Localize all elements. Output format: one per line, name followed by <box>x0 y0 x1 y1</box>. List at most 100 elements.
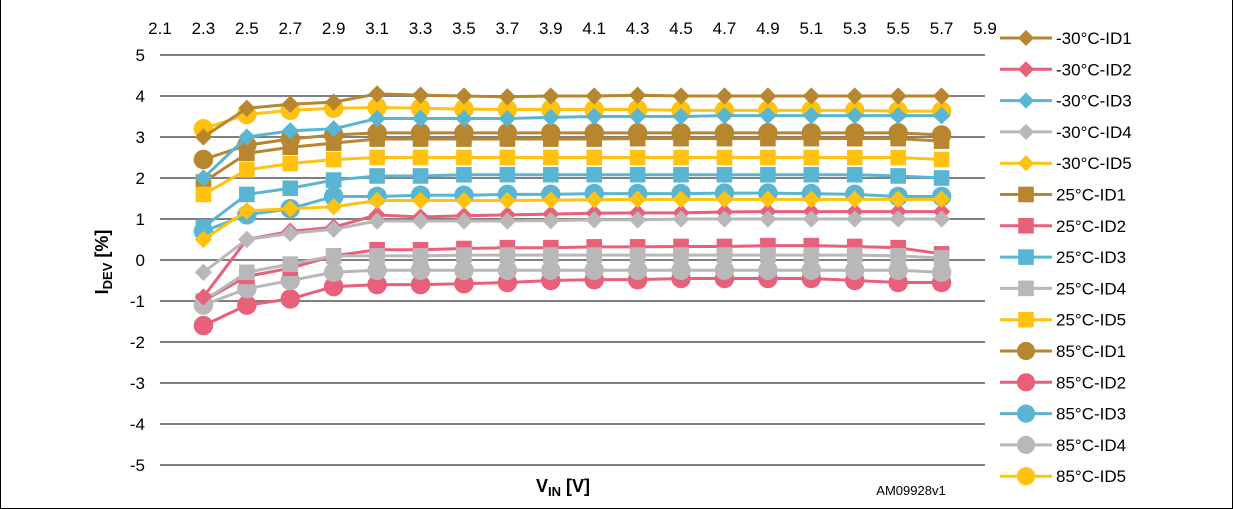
data-point <box>759 87 777 105</box>
y-tick-label: -1 <box>130 292 145 311</box>
x-tick-label: 3.3 <box>409 19 433 38</box>
data-point <box>497 260 518 280</box>
data-point <box>715 87 734 105</box>
data-point <box>239 186 255 203</box>
data-point <box>846 149 863 166</box>
data-point <box>673 166 689 183</box>
x-tick-label: 2.1 <box>148 19 172 38</box>
x-axis-ticks: 2.1 2.3 2.5 2.7 2.9 3.1 3.3 3.5 3.7 3.9 4.1 4.3 4.5 4… <box>148 19 997 38</box>
data-point <box>542 247 559 263</box>
data-point <box>454 274 474 294</box>
data-point <box>195 186 212 203</box>
data-point <box>759 107 777 125</box>
data-point <box>933 151 950 168</box>
x-tick-label: 2.3 <box>192 19 216 38</box>
data-point <box>846 190 864 208</box>
data-point <box>846 247 863 263</box>
legend-label: 25°C-ID5 <box>1056 311 1126 330</box>
x-tick-label: 5.9 <box>973 19 997 38</box>
data-point <box>542 108 560 126</box>
data-point <box>369 168 385 184</box>
data-point <box>671 260 691 280</box>
legend-swatch-marker <box>1016 373 1036 392</box>
legend-label: 85°C-ID2 <box>1056 373 1126 392</box>
data-point <box>759 210 777 228</box>
legend-item: 85°C-ID2 <box>1000 373 1126 392</box>
data-point <box>760 149 776 166</box>
data-point <box>456 247 472 263</box>
x-tick-label: 4.1 <box>582 19 606 38</box>
data-point <box>411 212 430 230</box>
data-point <box>586 149 603 166</box>
x-tick-label: 3.9 <box>539 19 563 38</box>
data-point <box>194 288 213 306</box>
data-point <box>802 210 820 228</box>
legend-swatch-marker <box>1018 280 1034 297</box>
x-tick-label: 2.7 <box>278 19 302 38</box>
data-point <box>454 99 474 119</box>
legend-item: 25°C-ID2 <box>1000 217 1126 236</box>
data-point <box>323 262 344 283</box>
data-point <box>281 95 299 113</box>
data-point <box>628 107 647 126</box>
x-tick-label: 4.5 <box>669 19 693 38</box>
data-point <box>195 219 212 235</box>
data-point <box>585 107 603 126</box>
legend-item: 85°C-ID5 <box>1000 467 1126 486</box>
data-point <box>673 149 689 166</box>
x-tick-label: 3.5 <box>452 19 476 38</box>
data-point <box>499 166 516 183</box>
legend-swatch-marker <box>1016 341 1036 361</box>
x-tick-label: 4.9 <box>756 19 780 38</box>
data-point <box>803 166 820 183</box>
legend-item: -30°C-ID3 <box>1000 92 1132 111</box>
data-point <box>542 191 560 209</box>
data-point <box>367 97 387 118</box>
data-point <box>890 149 906 166</box>
data-point <box>932 190 951 208</box>
data-point <box>716 166 733 183</box>
legend: -30°C-ID1 -30°C-ID2 -30°C-ID3 -30°C-ID4 -30°… <box>1000 29 1132 486</box>
data-point <box>628 211 647 229</box>
data-point <box>627 260 648 280</box>
data-point <box>238 99 256 117</box>
legend-label: -30°C-ID5 <box>1056 154 1132 173</box>
data-point <box>237 295 257 315</box>
series-25°C-ID3 <box>195 166 950 235</box>
data-point <box>889 107 907 125</box>
series-85°C-ID4 <box>193 260 952 315</box>
data-point <box>846 166 863 183</box>
data-point <box>629 166 646 183</box>
data-point <box>541 260 561 280</box>
data-point <box>759 190 777 208</box>
data-point <box>542 87 560 105</box>
x-tick-label: 5.7 <box>930 19 954 38</box>
data-point <box>933 250 950 266</box>
x-tick-label: 3.7 <box>496 19 520 38</box>
data-point <box>888 260 908 280</box>
data-point <box>584 260 604 280</box>
y-tick-label: 3 <box>136 128 145 147</box>
data-point <box>369 131 385 147</box>
data-point <box>456 149 472 166</box>
legend-swatch-marker <box>1017 61 1035 78</box>
data-point <box>282 256 299 272</box>
data-point <box>542 211 560 230</box>
data-point <box>586 166 603 183</box>
data-point <box>932 87 951 105</box>
x-tick-label: 5.5 <box>886 19 910 38</box>
data-point <box>802 190 820 208</box>
data-point <box>673 130 689 147</box>
data-point <box>369 149 385 166</box>
data-point <box>889 190 907 208</box>
data-point <box>455 212 473 230</box>
data-point <box>801 260 822 280</box>
data-point <box>499 247 516 263</box>
data-point <box>802 87 820 105</box>
data-point <box>367 260 387 280</box>
data-point <box>672 210 690 228</box>
legend-swatch-marker <box>1018 311 1034 328</box>
data-point <box>412 248 429 264</box>
data-point <box>281 200 299 218</box>
data-point <box>193 149 214 170</box>
